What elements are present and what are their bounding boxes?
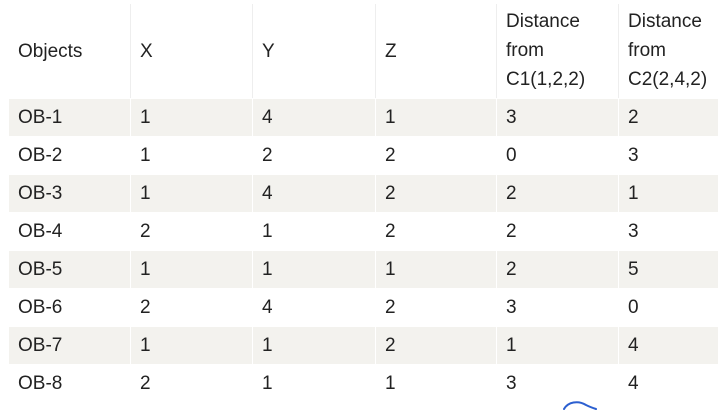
cell-distance-c1: 1 [497,326,619,364]
cell-y: 4 [253,98,376,136]
cell-distance-c2: 0 [619,288,718,326]
pen-mark-icon [563,401,597,410]
table-row: OB-7 1 1 2 1 4 [9,326,718,364]
cell-distance-c2: 4 [619,326,718,364]
header-distance-c2-line1: Distance [628,11,702,32]
header-distance-c2: Distance from C2(2,4,2) [619,4,718,98]
cell-z: 2 [376,212,497,250]
header-distance-c1: Distance from C1(1,2,2) [497,4,619,98]
distance-table: Objects X Y Z Distance from C1(1,2,2) Di… [9,4,718,402]
cell-distance-c1: 3 [497,364,619,402]
header-distance-c2-line3: C2(2,4,2) [628,69,708,90]
cell-object: OB-3 [9,174,131,212]
cell-object: OB-2 [9,136,131,174]
cell-y: 2 [253,136,376,174]
table-body: OB-1 1 4 1 3 2 OB-2 1 2 2 0 3 OB-3 1 4 2 2 1 OB-4 2 1 2 2 3 OB-5… [9,98,718,402]
header-distance-c2-line2: from [628,40,666,61]
cell-x: 1 [131,136,253,174]
header-x: X [131,4,253,98]
table-row: OB-8 2 1 1 3 4 [9,364,718,402]
cell-object: OB-6 [9,288,131,326]
cell-distance-c1: 2 [497,174,619,212]
header-y: Y [253,4,376,98]
cell-x: 1 [131,250,253,288]
cell-x: 1 [131,98,253,136]
header-distance-c1-line2: from [506,40,544,61]
header-objects: Objects [9,4,131,98]
cell-z: 2 [376,136,497,174]
cell-distance-c1: 0 [497,136,619,174]
header-distance-c1-line3: C1(1,2,2) [506,69,586,90]
cell-distance-c1: 2 [497,250,619,288]
cell-distance-c2: 1 [619,174,718,212]
cell-z: 2 [376,326,497,364]
cell-x: 1 [131,326,253,364]
cell-x: 2 [131,364,253,402]
cell-z: 1 [376,250,497,288]
cell-object: OB-1 [9,98,131,136]
cell-distance-c1: 3 [497,288,619,326]
cell-distance-c2: 3 [619,212,718,250]
cell-y: 1 [253,326,376,364]
cell-distance-c2: 5 [619,250,718,288]
table-row: OB-1 1 4 1 3 2 [9,98,718,136]
cell-z: 1 [376,98,497,136]
cell-object: OB-8 [9,364,131,402]
cell-y: 1 [253,212,376,250]
cell-object: OB-5 [9,250,131,288]
table-row: OB-3 1 4 2 2 1 [9,174,718,212]
cell-distance-c2: 2 [619,98,718,136]
cell-distance-c1: 3 [497,98,619,136]
cell-distance-c1: 2 [497,212,619,250]
table-row: OB-5 1 1 1 2 5 [9,250,718,288]
table-row: OB-4 2 1 2 2 3 [9,212,718,250]
cell-distance-c2: 3 [619,136,718,174]
header-distance-c1-line1: Distance [506,11,580,32]
cell-x: 2 [131,288,253,326]
cell-x: 1 [131,174,253,212]
cell-y: 1 [253,364,376,402]
data-table-container: Objects X Y Z Distance from C1(1,2,2) Di… [9,4,718,402]
cell-y: 1 [253,250,376,288]
cell-object: OB-7 [9,326,131,364]
cell-z: 2 [376,174,497,212]
cell-z: 1 [376,364,497,402]
cell-object: OB-4 [9,212,131,250]
header-z: Z [376,4,497,98]
header-row: Objects X Y Z Distance from C1(1,2,2) Di… [9,4,718,98]
cell-y: 4 [253,288,376,326]
table-row: OB-2 1 2 2 0 3 [9,136,718,174]
table-row: OB-6 2 4 2 3 0 [9,288,718,326]
cell-z: 2 [376,288,497,326]
cell-distance-c2: 4 [619,364,718,402]
cell-y: 4 [253,174,376,212]
cell-x: 2 [131,212,253,250]
